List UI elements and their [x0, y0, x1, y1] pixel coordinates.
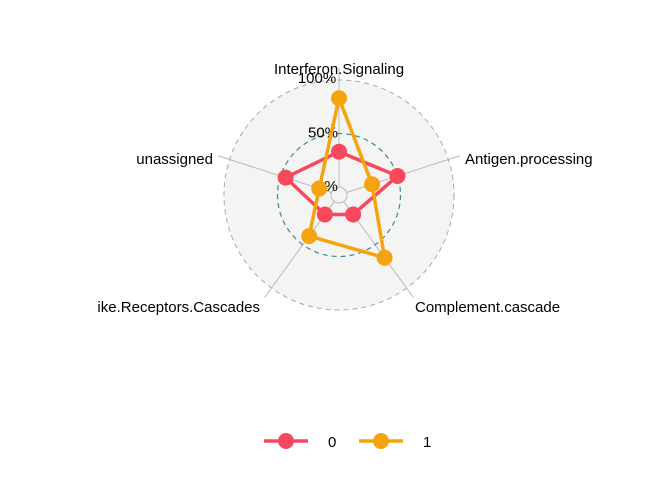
axis-label: Interferon.Signaling	[274, 61, 404, 78]
legend-key-point	[278, 433, 294, 449]
series-line	[283, 149, 400, 217]
axis-label: Antigen.processing	[465, 151, 593, 168]
axis-labels: Interferon.Signaling Antigen.processing Co…	[97, 61, 592, 316]
data-point	[316, 206, 333, 223]
data-point	[364, 176, 381, 193]
grid-circle-mid	[276, 132, 402, 258]
data-point	[331, 143, 347, 160]
radar-spoke-tick	[263, 287, 272, 299]
legend-label: 0	[328, 434, 336, 451]
axis-label: Complement.cascade	[415, 299, 560, 316]
series-1	[301, 90, 393, 266]
series-line	[307, 96, 387, 260]
axis-label: ike.Receptors.Cascades	[97, 299, 260, 316]
legend-item: 1	[359, 433, 431, 451]
series-0	[277, 143, 406, 223]
data-point	[345, 206, 362, 223]
axis-label: unassigned	[136, 151, 213, 168]
data-point	[277, 169, 294, 186]
data-point	[331, 90, 347, 107]
grid-label: 100%	[298, 70, 336, 87]
radar-series	[277, 90, 406, 266]
legend-label: 1	[423, 434, 431, 451]
legend-key-point	[373, 433, 389, 449]
data-point	[301, 228, 318, 245]
radar-spoke-tick	[218, 155, 230, 160]
radar-spoke-tick	[406, 287, 415, 299]
data-point	[389, 167, 406, 184]
radar-spoke-tick	[448, 155, 460, 160]
grid-circle-min	[330, 186, 348, 204]
data-point	[376, 249, 393, 266]
data-point	[311, 180, 328, 197]
legend-item: 0	[264, 433, 336, 451]
